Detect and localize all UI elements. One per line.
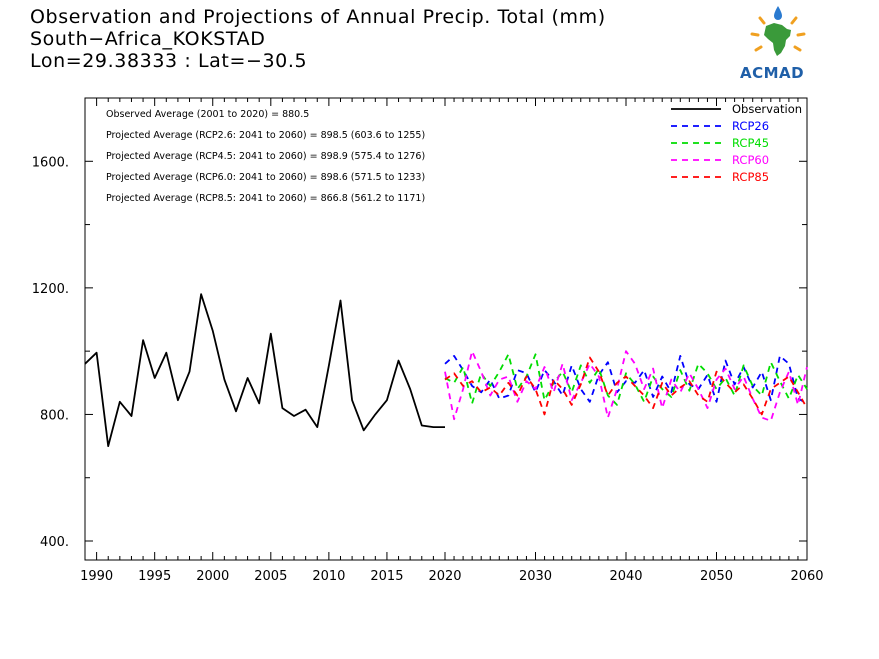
x-tick-label: 2020 <box>428 569 461 584</box>
legend-label: RCP26 <box>732 119 769 133</box>
annotations: Observed Average (2001 to 2020) = 880.5 P… <box>106 109 425 204</box>
series-line-rcp60 <box>444 350 808 422</box>
series-line-rcp26 <box>444 354 808 405</box>
acmad-africa-logo-icon <box>738 6 818 82</box>
plot-frame <box>84 97 808 561</box>
series-layer <box>84 293 808 448</box>
x-tick-label: 1990 <box>80 569 113 584</box>
x-tick-label: 2030 <box>519 569 552 584</box>
logo-text: ACMAD <box>740 64 805 82</box>
title-block: Observation and Projections of Annual Pr… <box>30 6 606 72</box>
x-tick-label: 2060 <box>790 569 823 584</box>
annotation-text: Projected Average (RCP6.0: 2041 to 2060)… <box>106 172 425 183</box>
legend: Observation RCP26 RCP45 RCP60 RCP85 <box>671 102 802 184</box>
x-tick-label: 2000 <box>196 569 229 584</box>
y-tick-label: 800. <box>40 408 69 423</box>
x-tick-label: 2010 <box>312 569 345 584</box>
annotation-text: Projected Average (RCP4.5: 2041 to 2060)… <box>106 151 425 162</box>
legend-label: Observation <box>732 102 802 116</box>
chart-title: Observation and Projections of Annual Pr… <box>30 6 606 28</box>
legend-label: RCP45 <box>732 136 769 150</box>
legend-label: RCP85 <box>732 170 769 184</box>
y-tick-label: 400. <box>40 535 69 550</box>
y-tick-label: 1600. <box>32 155 69 170</box>
annotation-text: Projected Average (RCP8.5: 2041 to 2060)… <box>106 193 425 204</box>
series-line-rcp45 <box>444 353 808 406</box>
x-tick-label: 1995 <box>138 569 171 584</box>
series-line-observation <box>84 293 445 448</box>
axis-ticks: 1990 1995 2000 2005 2010 2015 2020 2030 2040 2050… <box>32 97 824 584</box>
station-coordinates: Lon=29.38333 : Lat=−30.5 <box>30 50 308 72</box>
legend-label: RCP60 <box>732 153 769 167</box>
y-tick-label: 1200. <box>32 282 69 297</box>
x-tick-label: 2050 <box>700 569 733 584</box>
x-tick-label: 2040 <box>609 569 642 584</box>
x-tick-label: 2015 <box>370 569 403 584</box>
annotation-text: Observed Average (2001 to 2020) = 880.5 <box>106 109 309 120</box>
series-line-rcp85 <box>444 356 808 416</box>
station-name: South−Africa_KOKSTAD <box>30 28 266 50</box>
x-tick-label: 2005 <box>254 569 287 584</box>
annotation-text: Projected Average (RCP2.6: 2041 to 2060)… <box>106 130 425 141</box>
